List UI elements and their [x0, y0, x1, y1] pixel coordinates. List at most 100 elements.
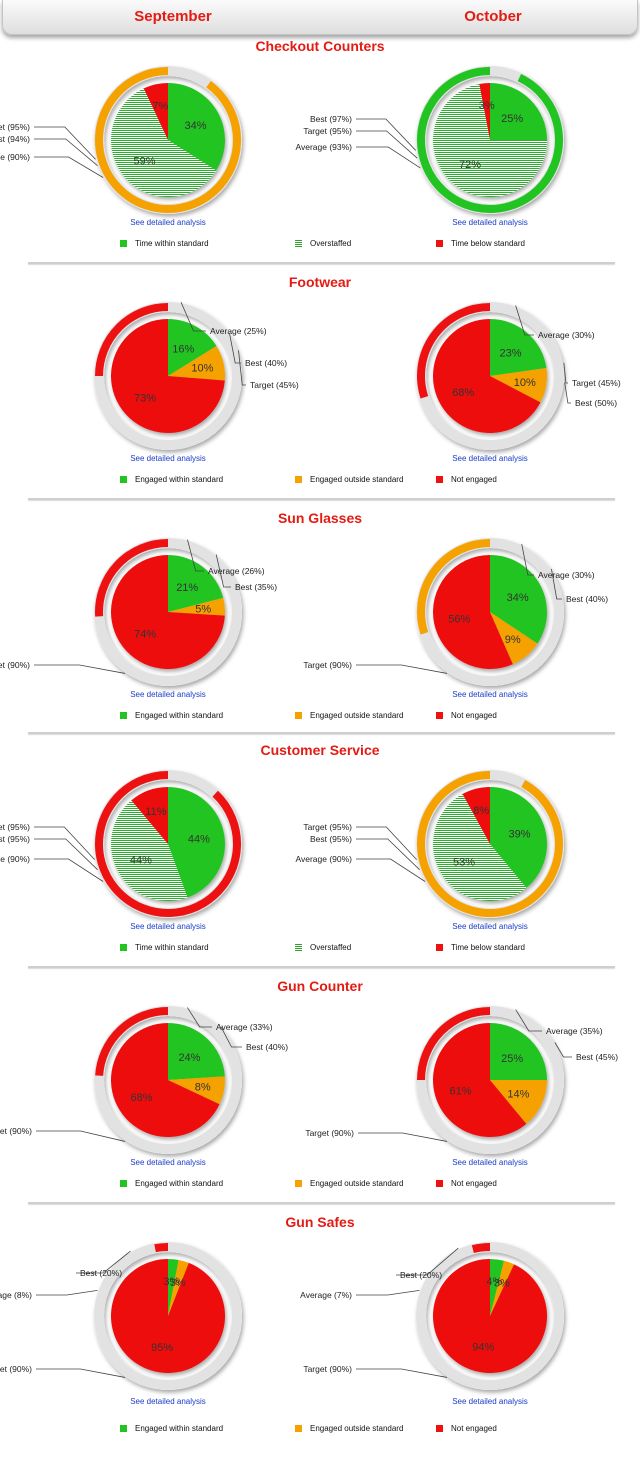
marker-label: Best (20%) — [80, 1268, 122, 1278]
see-detailed-analysis-link[interactable]: See detailed analysis — [452, 690, 528, 699]
section-title: Footwear — [288, 274, 352, 290]
pie-slice-1 — [490, 555, 547, 644]
ring-fill — [417, 1007, 491, 1081]
slice-label: 7% — [152, 101, 168, 113]
marker-leader-line — [36, 1130, 126, 1142]
ring-fill — [95, 1007, 169, 1077]
legend-item: Engaged outside standard — [295, 711, 403, 720]
marker-label: Average (30%) — [538, 570, 595, 580]
legend-item: Engaged outside standard — [295, 1179, 403, 1188]
see-detailed-analysis-link[interactable]: See detailed analysis — [452, 218, 528, 227]
slice-label: 10% — [191, 363, 213, 375]
pie-slice-1 — [168, 555, 224, 612]
marker-leader-line — [564, 382, 571, 404]
legend-swatch — [120, 240, 127, 247]
marker-label: Average (25%) — [210, 326, 267, 336]
pie-slice-1 — [490, 1259, 505, 1316]
see-detailed-analysis-link[interactable]: See detailed analysis — [130, 218, 206, 227]
marker-label: Average (90%) — [295, 854, 352, 864]
slice-label: 5% — [195, 604, 211, 616]
legend-label: Time within standard — [135, 943, 209, 952]
slice-label: 3% — [163, 1276, 179, 1288]
marker-label: Target (90%) — [303, 1364, 352, 1374]
slice-label: 16% — [172, 344, 194, 356]
see-detailed-analysis-link[interactable]: See detailed analysis — [130, 922, 206, 931]
marker-label: Target (90%) — [305, 1128, 354, 1138]
section-title: Gun Safes — [285, 1214, 355, 1230]
legend-swatch — [295, 944, 302, 951]
ring-fill — [417, 67, 563, 213]
marker-label: Target (95%) — [0, 122, 30, 132]
donut-chart-september: 24% 8% 68% Average (33%) Best (40%) Target (9… — [0, 1006, 288, 1154]
pie-group — [432, 1023, 547, 1137]
slice-label: 44% — [130, 855, 152, 867]
marker-label: Best (95%) — [0, 834, 30, 844]
see-detailed-analysis-link[interactable]: See detailed analysis — [452, 922, 528, 931]
section-title: Customer Service — [260, 742, 380, 758]
pie-slice-2 — [110, 800, 188, 901]
section-gun-counter: Gun Counter 24% 8% 68% Average (33%) Best (40… — [0, 978, 640, 1206]
legend-swatch — [120, 1180, 127, 1187]
slice-label: 39% — [508, 828, 530, 840]
legend-swatch — [436, 240, 443, 247]
pie-slice-2 — [168, 597, 226, 616]
section-divider — [28, 732, 615, 734]
see-detailed-analysis-link[interactable]: See detailed analysis — [130, 690, 206, 699]
see-detailed-analysis-link[interactable]: See detailed analysis — [452, 1397, 528, 1406]
pie-group — [432, 555, 547, 669]
marker-label: Best (40%) — [566, 594, 608, 604]
pie-group — [111, 1023, 225, 1137]
pie-slice-1 — [490, 1023, 547, 1080]
legend-label: Not engaged — [451, 475, 497, 484]
see-detailed-analysis-link[interactable]: See detailed analysis — [130, 1158, 206, 1167]
legend-label: Time below standard — [451, 239, 525, 248]
donut-chart-october: 25% 14% 61% Average (35%) Best (45%) Target (… — [305, 1006, 618, 1154]
slice-label: 4% — [486, 1276, 502, 1288]
marker-leader-line — [358, 1132, 448, 1142]
see-detailed-analysis-link[interactable]: See detailed analysis — [452, 454, 528, 463]
marker-leader-line — [180, 301, 206, 332]
pie-slice-3 — [433, 319, 541, 433]
slice-label: 9% — [505, 634, 521, 646]
ring-fill — [417, 771, 563, 917]
marker-leader-line — [356, 858, 426, 882]
slice-label: 94% — [472, 1342, 494, 1354]
legend-label: Not engaged — [451, 1424, 497, 1433]
month-header-bar: September October — [2, 0, 638, 35]
donut-chart-september: 21% 5% 74% Average (26%) Best (35%) Target (9… — [0, 538, 277, 686]
legend-label: Engaged within standard — [135, 475, 224, 484]
slice-label: 34% — [507, 592, 529, 604]
pie-slice-1 — [168, 1259, 179, 1316]
marker-leader-line — [34, 156, 104, 178]
marker-label: Target (90%) — [0, 1364, 32, 1374]
legend-item: Overstaffed — [295, 943, 351, 952]
slice-label: 3% — [170, 1277, 186, 1289]
see-detailed-analysis-link[interactable]: See detailed analysis — [130, 454, 206, 463]
slice-label: 72% — [459, 159, 481, 171]
pie-slice-2 — [168, 1259, 189, 1316]
slice-label: 25% — [501, 1053, 523, 1065]
marker-leader-line — [34, 126, 96, 160]
slice-label: 25% — [501, 113, 523, 125]
ring-fill — [95, 539, 169, 617]
donut-chart-september: 16% 10% 73% Average (25%) Best (40%) Target (… — [94, 301, 299, 450]
marker-label: Target (95%) — [303, 126, 352, 136]
slice-label: 56% — [448, 613, 470, 625]
section-sun-glasses: Sun Glasses 21% 5% 74% Average (26%) Best (35… — [0, 510, 640, 736]
marker-label: Best (20%) — [400, 1270, 442, 1280]
pie-slice-3 — [111, 555, 225, 669]
section-footwear: Footwear 16% 10% 73% Average (25%) Best (40%)… — [0, 274, 640, 502]
slice-label: 44% — [188, 834, 210, 846]
legend-label: Engaged outside standard — [310, 711, 404, 720]
see-detailed-analysis-link[interactable]: See detailed analysis — [130, 1397, 206, 1406]
marker-label: Average (35%) — [546, 1026, 603, 1036]
pie-slice-1 — [490, 787, 547, 888]
legend-label: Time below standard — [451, 943, 525, 952]
pie-slice-1 — [168, 787, 226, 898]
legend-swatch — [295, 1425, 302, 1432]
marker-leader-line — [356, 1368, 448, 1378]
see-detailed-analysis-link[interactable]: See detailed analysis — [452, 1158, 528, 1167]
legend-swatch — [295, 476, 302, 483]
marker-label: Average (7%) — [300, 1290, 352, 1300]
marker-leader-line — [187, 1007, 212, 1028]
